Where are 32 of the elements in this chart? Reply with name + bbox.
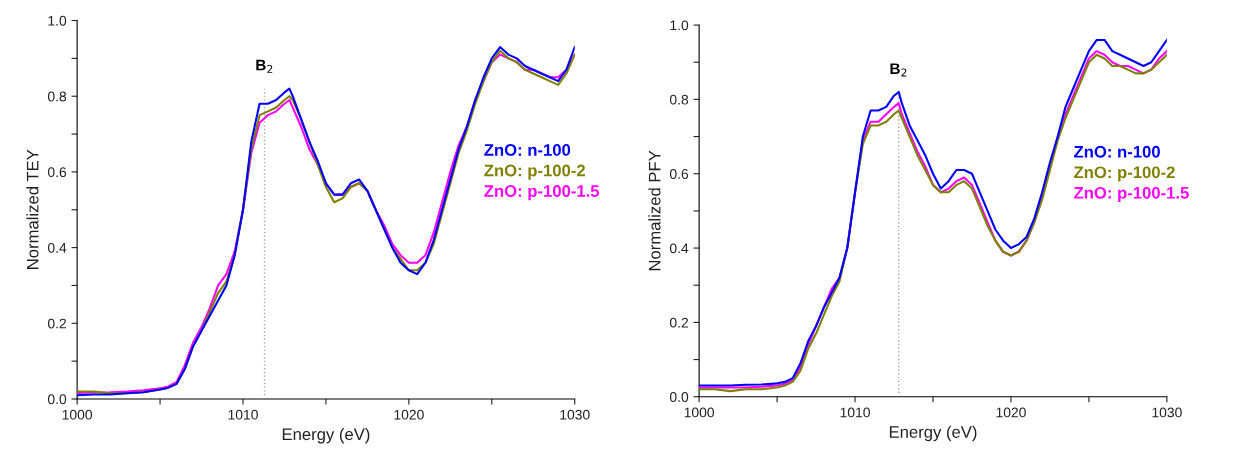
x-tick-label: 1020 xyxy=(996,407,1026,418)
y-tick-label: 0.8 xyxy=(669,94,689,105)
ref-line-label: B$_{2}$ xyxy=(256,59,273,73)
x-tick-label: 1030 xyxy=(1152,407,1182,418)
y-tick-label: 0.6 xyxy=(47,167,67,178)
series-label: ZnO: n-100 xyxy=(484,144,571,156)
y-tick-label: 0.6 xyxy=(669,169,689,179)
x-tick-label: 1030 xyxy=(560,409,590,420)
y-tick-label: 0.4 xyxy=(47,242,67,253)
y-tick-label: 1.0 xyxy=(670,20,689,31)
x-axis-title: Energy (eV) xyxy=(282,427,370,444)
text: ZnO: p-100-1.5 xyxy=(484,185,600,201)
y-tick-label: 0.2 xyxy=(47,318,67,329)
x-tick-label: 1000 xyxy=(684,407,715,418)
x-tick-label: 1010 xyxy=(228,409,258,420)
y-axis-title: Normalized PFY xyxy=(648,150,661,271)
x-tick-label: 1000 xyxy=(62,409,93,420)
y-tick-label: 0.8 xyxy=(47,91,67,102)
series-label: ZnO: p-100-2 xyxy=(1074,166,1175,182)
x-tick-label: 1020 xyxy=(394,409,424,420)
y-tick-label: 0.2 xyxy=(669,317,689,328)
y-tick-label: 0.4 xyxy=(669,243,689,254)
ref-line-label: B$_{2}$ xyxy=(890,63,907,77)
series-label: ZnO: p-100-2 xyxy=(484,164,585,180)
y-axis-title: Normalized TEY xyxy=(26,149,39,269)
y-tick-label: 1.0 xyxy=(48,15,67,26)
y-tick-label: 0.0 xyxy=(669,392,689,402)
series-label: ZnO: n-100 xyxy=(1074,145,1160,158)
y-tick-label: 0.0 xyxy=(47,394,67,405)
x-axis-title: Energy (eV) xyxy=(889,425,977,442)
x-tick-label: 1010 xyxy=(840,407,870,418)
series-label: ZnO: p-100-1.5 xyxy=(1074,186,1189,203)
